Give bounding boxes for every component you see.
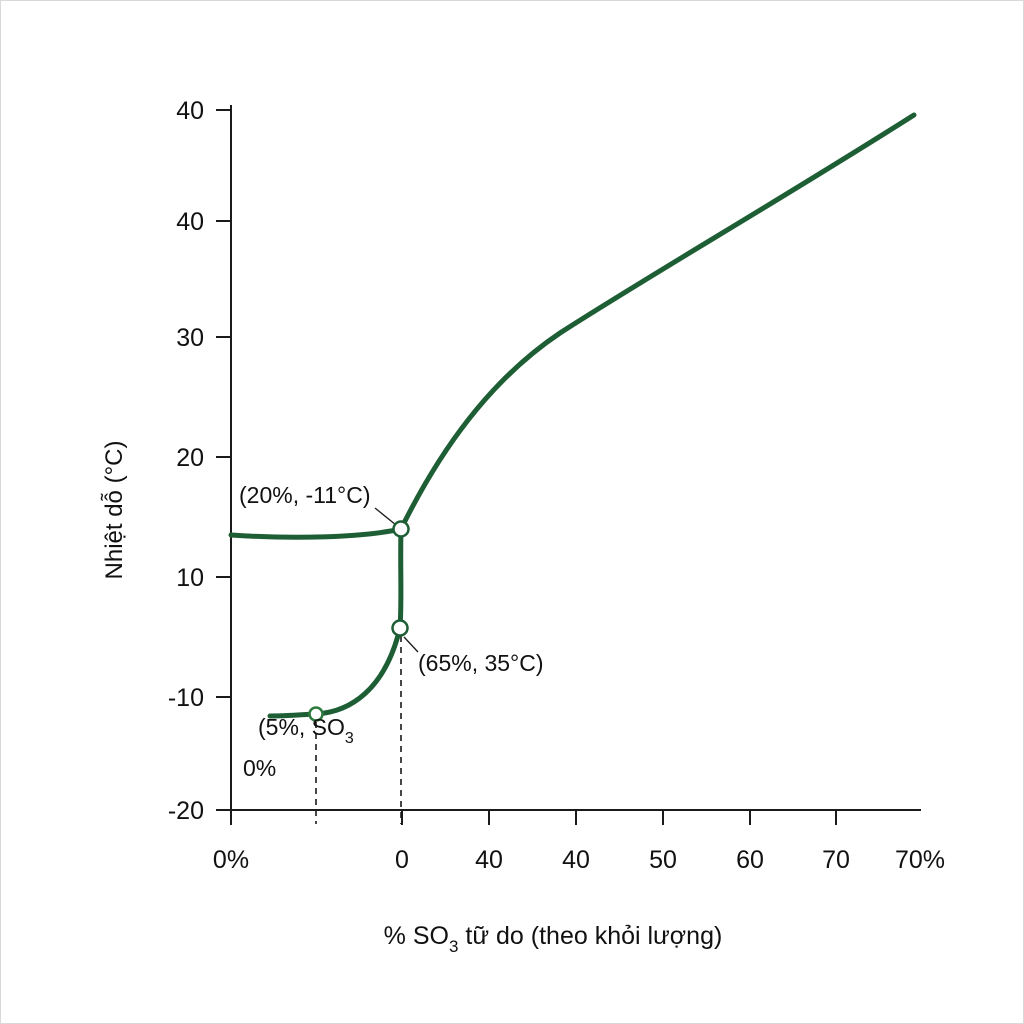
x-tick-label: 70 bbox=[822, 846, 850, 874]
marks bbox=[228, 112, 917, 824]
y-axis-label: Nhiệt dỗ (°C) bbox=[101, 441, 128, 580]
ticks: 40 40 30 20 10 -10 -20 0% 0 40 40 50 60 70 70% bbox=[168, 97, 945, 874]
annotation-upper-point: (20%, -11°C) bbox=[239, 482, 370, 508]
x-tick-label: 50 bbox=[649, 846, 677, 874]
y-tick-label: 30 bbox=[176, 324, 204, 352]
curve-upper-right-branch bbox=[398, 112, 917, 532]
y-tick-label: 10 bbox=[176, 564, 204, 592]
leader-line-middle bbox=[403, 636, 419, 653]
curve-lower-branch bbox=[267, 625, 403, 719]
data-point-lower bbox=[308, 706, 324, 722]
annotation-middle-point: (65%, 35°C) bbox=[418, 650, 544, 676]
x-label-sub: 3 bbox=[449, 937, 458, 956]
x-axis-label: % SO3 tữ do (theo khỏi lượng) bbox=[384, 922, 723, 956]
x-label-post: tữ do (theo khỏi lượng) bbox=[458, 922, 722, 950]
axes bbox=[216, 105, 921, 825]
curve-upper-left-branch bbox=[228, 526, 404, 540]
data-point-upper bbox=[392, 520, 410, 538]
y-tick-label: 40 bbox=[176, 208, 204, 236]
x-tick-label: 40 bbox=[475, 846, 503, 874]
x-tick-label: 70% bbox=[895, 846, 945, 874]
x-label-pre: % SO bbox=[384, 922, 449, 950]
lower-label-sub: 3 bbox=[345, 730, 354, 747]
x-tick-label: 0 bbox=[395, 846, 409, 874]
y-tick-label: -10 bbox=[168, 684, 204, 712]
y-tick-label: -20 bbox=[168, 797, 204, 825]
annotation-lower-point: (5%, SO3 bbox=[258, 714, 354, 747]
curve-vertical-segment bbox=[397, 526, 404, 631]
data-point-middle bbox=[391, 619, 409, 637]
leader-line-upper bbox=[374, 507, 397, 526]
lower-label-pre: (5%, SO bbox=[258, 714, 345, 740]
annotation-lower-extra: 0% bbox=[243, 755, 276, 781]
x-tick-label: 0% bbox=[213, 846, 249, 874]
x-tick-label: 40 bbox=[562, 846, 590, 874]
x-tick-label: 60 bbox=[736, 846, 764, 874]
y-tick-label: 40 bbox=[176, 97, 204, 125]
y-tick-label: 20 bbox=[176, 444, 204, 472]
